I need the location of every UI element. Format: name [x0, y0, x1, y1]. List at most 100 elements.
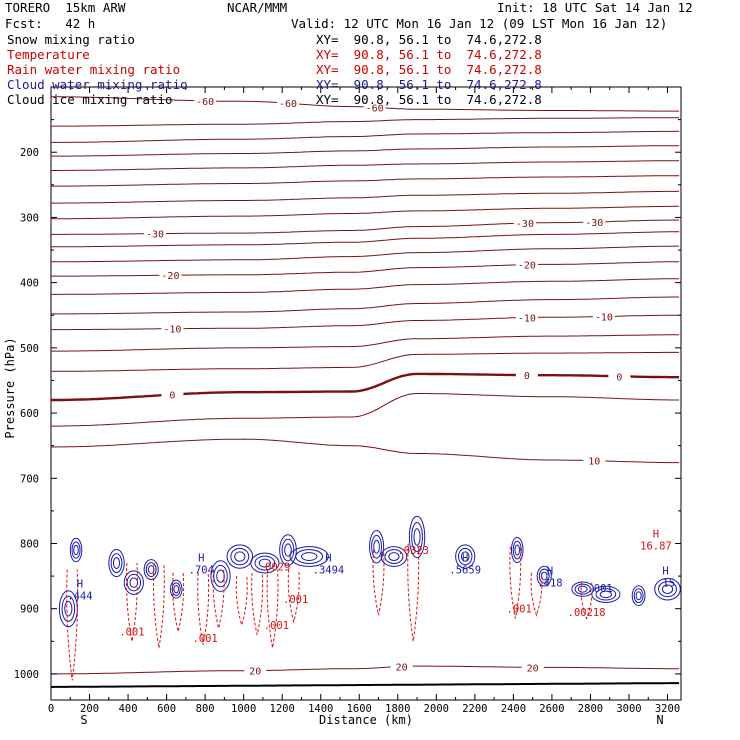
isotherm-label-bg [521, 661, 544, 674]
x-tick-label: 1200 [270, 703, 295, 715]
field-cloud-ice-xy: XY= 90.8, 56.1 to 74.6,272.8 [316, 92, 542, 107]
cloud-water-contour [599, 590, 612, 599]
y-tick-label: 700 [20, 473, 39, 485]
cloud-water-max-marker: H [77, 579, 83, 591]
y-tick-label: 200 [20, 147, 39, 159]
x-tick-label: 1000 [231, 703, 256, 715]
rain-contour [172, 572, 185, 632]
isotherm-label-bg [244, 664, 267, 677]
model-title: TORERO 15km ARW [5, 0, 126, 15]
cloud-water-max-value: .3494 [313, 565, 345, 577]
surface-line-group [50, 682, 680, 688]
isotherm-label: -10 [518, 313, 536, 324]
field-cloud-water-xy: XY= 90.8, 56.1 to 74.6,272.8 [316, 77, 542, 92]
isotherm [51, 130, 680, 143]
rain-max-value: .001 [192, 633, 217, 645]
cloud-water-contour [455, 544, 476, 569]
cloud-water-contour [69, 537, 83, 563]
cloud-water-contour [384, 549, 404, 564]
cloud-water-contour [254, 555, 276, 571]
plot-area [50, 86, 682, 701]
cloud-water-max-value: .704 [189, 565, 214, 577]
x-tick-label: 2000 [424, 703, 449, 715]
isotherm-label: 0 [169, 391, 175, 402]
cloud-water-contour [460, 551, 470, 562]
cloud-water-contour [300, 552, 318, 561]
cloud-water-max-value: .15 [656, 578, 675, 590]
cloud-water-contour [126, 573, 142, 592]
x-tick-label: 0 [48, 703, 54, 715]
x-tick-label: 800 [196, 703, 215, 715]
field-cloud-ice-name: Cloud ice mixing ratio [7, 92, 173, 107]
field-rain-xy: XY= 90.8, 56.1 to 74.6,272.8 [316, 62, 542, 77]
cloud-water-contour [216, 569, 225, 583]
rain-max-marker: H [653, 528, 659, 540]
surface-line [50, 682, 680, 688]
rain-contours [66, 543, 593, 681]
rain-max-value: .001 [119, 627, 144, 639]
isotherm-label-bg [583, 216, 606, 229]
isotherm-label-bg [515, 311, 538, 324]
cloud-water-contour [279, 534, 297, 566]
rain-contour [251, 572, 264, 635]
rain-max-value: .001 [283, 594, 308, 606]
y-tick-label: 1000 [14, 669, 39, 681]
cloud-water-max-value: .444 [67, 591, 92, 603]
isotherm-label: -30 [146, 230, 164, 241]
isotherm-label-bg [592, 310, 615, 323]
cloud-water-contour [71, 541, 81, 559]
cloud-water-contour [73, 544, 79, 556]
cloud-water-contour [388, 552, 400, 561]
isotherm [51, 665, 680, 675]
x-tick-label: 2400 [501, 703, 526, 715]
valid-time: Valid: 12 UTC Mon 16 Jan 12 (09 LST Mon … [291, 16, 668, 31]
isotherm-label: -20 [518, 261, 536, 272]
isotherm-label: -10 [595, 313, 613, 324]
cloud-water-max-marker: H [662, 566, 668, 578]
cloud-water-contour [595, 588, 617, 601]
isotherm [51, 190, 680, 204]
cloud-water-contour [510, 536, 524, 564]
isotherm-label: 0 [616, 372, 622, 383]
x-tick-label: 400 [119, 703, 138, 715]
field-snow-xy: XY= 90.8, 56.1 to 74.6,272.8 [316, 32, 542, 47]
rain-max-value: .0323 [397, 545, 429, 557]
cloud-water-contour [373, 539, 380, 554]
cloud-water-contour [173, 585, 180, 594]
cloud-water-contour [234, 551, 246, 562]
cloud-water-contour [380, 546, 408, 567]
org-label: NCAR/MMM [227, 0, 288, 15]
cloud-water-max-value: .001 [587, 583, 612, 595]
isotherm-label-bg [363, 101, 386, 114]
x-tick-label: 3200 [655, 703, 680, 715]
y-tick-label: 400 [20, 278, 39, 290]
cloud-water-contour [413, 528, 421, 546]
x-tick-label: 2800 [578, 703, 603, 715]
cloud-water-contour [571, 581, 595, 597]
x-tick-label: 1400 [308, 703, 333, 715]
isotherm-label: -60 [279, 99, 297, 110]
isotherm [51, 145, 680, 157]
rain-contour [509, 546, 522, 619]
cloud-water-contour [250, 552, 280, 574]
cloud-water-contour [536, 565, 552, 587]
isotherm-label: 0 [524, 371, 530, 382]
isotherm-label-bg [276, 97, 299, 110]
cloud-water-contour [538, 568, 550, 584]
cloud-water-contour [143, 559, 159, 580]
cloud-water-contour [408, 515, 426, 559]
cloud-water-contour [577, 585, 588, 593]
isotherm-label-bg [390, 660, 413, 673]
forecast-hour: Fcst: 42 h [5, 16, 96, 31]
rain-max-value: .00218 [568, 607, 606, 619]
cloud-water-contour [281, 538, 295, 562]
rain-contour [580, 582, 593, 620]
cloud-water-contour [210, 560, 231, 592]
cloud-water-max-value: .5659 [449, 565, 481, 577]
cloud-water-contour [171, 582, 181, 596]
cloud-water-contour [631, 585, 646, 607]
isotherm-label-bg [515, 258, 538, 271]
y-tick-label: 500 [20, 343, 39, 355]
cloud-water-contour [574, 583, 591, 595]
